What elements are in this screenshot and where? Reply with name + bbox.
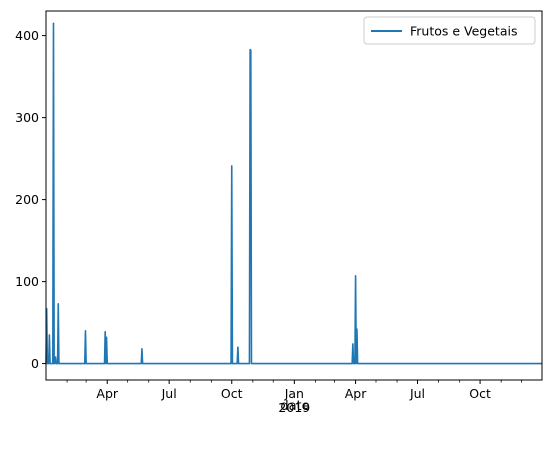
x-tick-label: Apr <box>96 386 118 401</box>
legend: Frutos e Vegetais <box>363 16 536 45</box>
y-tick-label: 200 <box>15 192 39 207</box>
x-tick-sublabel: 2019 <box>278 400 310 415</box>
legend-frame <box>363 16 536 45</box>
x-tick-label: Oct <box>469 386 491 401</box>
y-axis: 0 100 200 300 400 <box>15 28 46 371</box>
y-tick-label: 400 <box>15 28 39 43</box>
x-tick-label: Apr <box>345 386 367 401</box>
x-axis-title: date <box>280 399 309 414</box>
x-tick-label: Jan <box>284 386 304 401</box>
legend-label: Frutos e Vegetais <box>410 24 517 39</box>
series-line-0 <box>45 22 542 365</box>
x-tick-label: Oct <box>221 386 243 401</box>
x-tick-label: Jul <box>161 386 177 401</box>
y-tick-label: 100 <box>15 274 39 289</box>
x-tick-label: Jul <box>409 386 425 401</box>
y-tick-label: 0 <box>31 356 39 371</box>
y-tick-label: 300 <box>15 110 39 125</box>
